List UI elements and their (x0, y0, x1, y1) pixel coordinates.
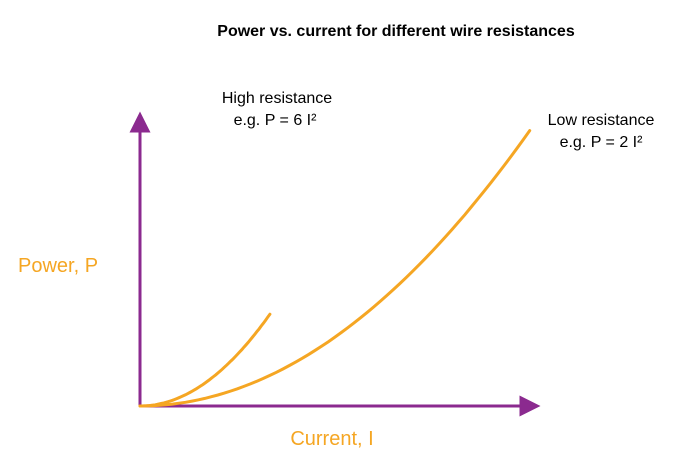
series-label-high-resistance: High resistance (222, 90, 332, 107)
series-line-low-resistance (138, 129, 532, 408)
chart-title: Power vs. current for different wire res… (217, 23, 575, 40)
x-axis-label: Current, I (290, 428, 373, 450)
y-axis-label: Power, P (18, 255, 98, 277)
series-label-low-resistance: Low resistance (548, 112, 655, 129)
series-line-high-resistance (138, 312, 272, 408)
series-formula-low-resistance: e.g. P = 2 I² (560, 134, 644, 151)
series-formula-high-resistance: e.g. P = 6 I² (234, 112, 318, 129)
